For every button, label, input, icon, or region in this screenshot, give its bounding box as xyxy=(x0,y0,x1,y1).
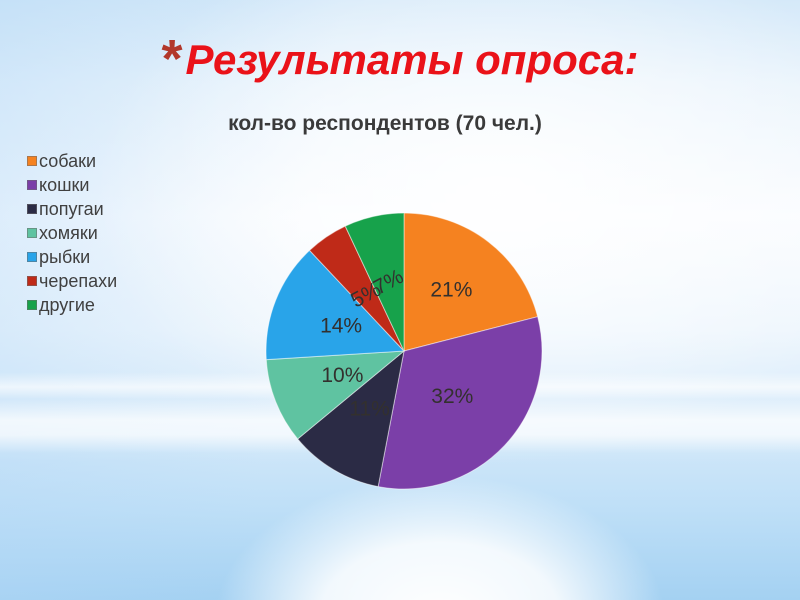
slide-title-block: * Результаты опроса: xyxy=(0,30,800,90)
pie-slice-кошки xyxy=(377,316,543,490)
pie-slice-label: 14% xyxy=(320,315,362,338)
pie-slice-попугаи xyxy=(296,349,405,488)
legend-label: черепахи xyxy=(39,271,118,291)
pie-slice-label: 10% xyxy=(321,364,363,387)
pie-chart-container: 21% 32% 11% 10% 14% 5% 7% xyxy=(249,196,559,506)
legend-item-кошки: кошки xyxy=(27,173,117,197)
pie-slice-label: 11% xyxy=(349,398,389,421)
legend-swatch xyxy=(27,156,37,166)
legend-swatch xyxy=(27,228,37,238)
legend-item-черепахи: черепахи xyxy=(27,269,117,293)
chart-title: кол-во респондентов (70 чел.) xyxy=(228,112,542,135)
legend-item-рыбки: рыбки xyxy=(27,245,117,269)
title-bullet-asterisk-icon: * xyxy=(161,29,183,89)
pie-slice-собаки xyxy=(403,212,539,352)
legend-swatch xyxy=(27,252,37,262)
legend-swatch xyxy=(27,180,37,190)
legend-label: рыбки xyxy=(39,247,91,267)
legend-item-попугаи: попугаи xyxy=(27,197,117,221)
legend-label: собаки xyxy=(39,151,97,171)
legend-label: кошки xyxy=(39,175,90,195)
pie-slice-другие xyxy=(344,212,405,352)
legend-swatch xyxy=(27,276,37,286)
legend-item-хомяки: хомяки xyxy=(27,221,117,245)
legend-label: хомяки xyxy=(39,223,98,243)
legend-swatch xyxy=(27,300,37,310)
pie-slice-хомяки xyxy=(265,350,406,440)
pie-slice-рыбки xyxy=(265,249,406,361)
legend-label: попугаи xyxy=(39,199,104,219)
pie-slice-label: 32% xyxy=(431,385,473,408)
page-title: Результаты опроса: xyxy=(185,36,639,83)
legend-label: другие xyxy=(39,295,95,315)
legend-item-другие: другие xyxy=(27,293,117,317)
pie-chart: 21%32%11%10%14%5%7% xyxy=(265,212,543,490)
pie-slice-label: 21% xyxy=(430,278,472,301)
chart-legend: собаки кошки попугаи хомяки рыбки черепахи дру… xyxy=(27,149,117,317)
legend-swatch xyxy=(27,204,37,214)
legend-item-собаки: собаки xyxy=(27,149,117,173)
